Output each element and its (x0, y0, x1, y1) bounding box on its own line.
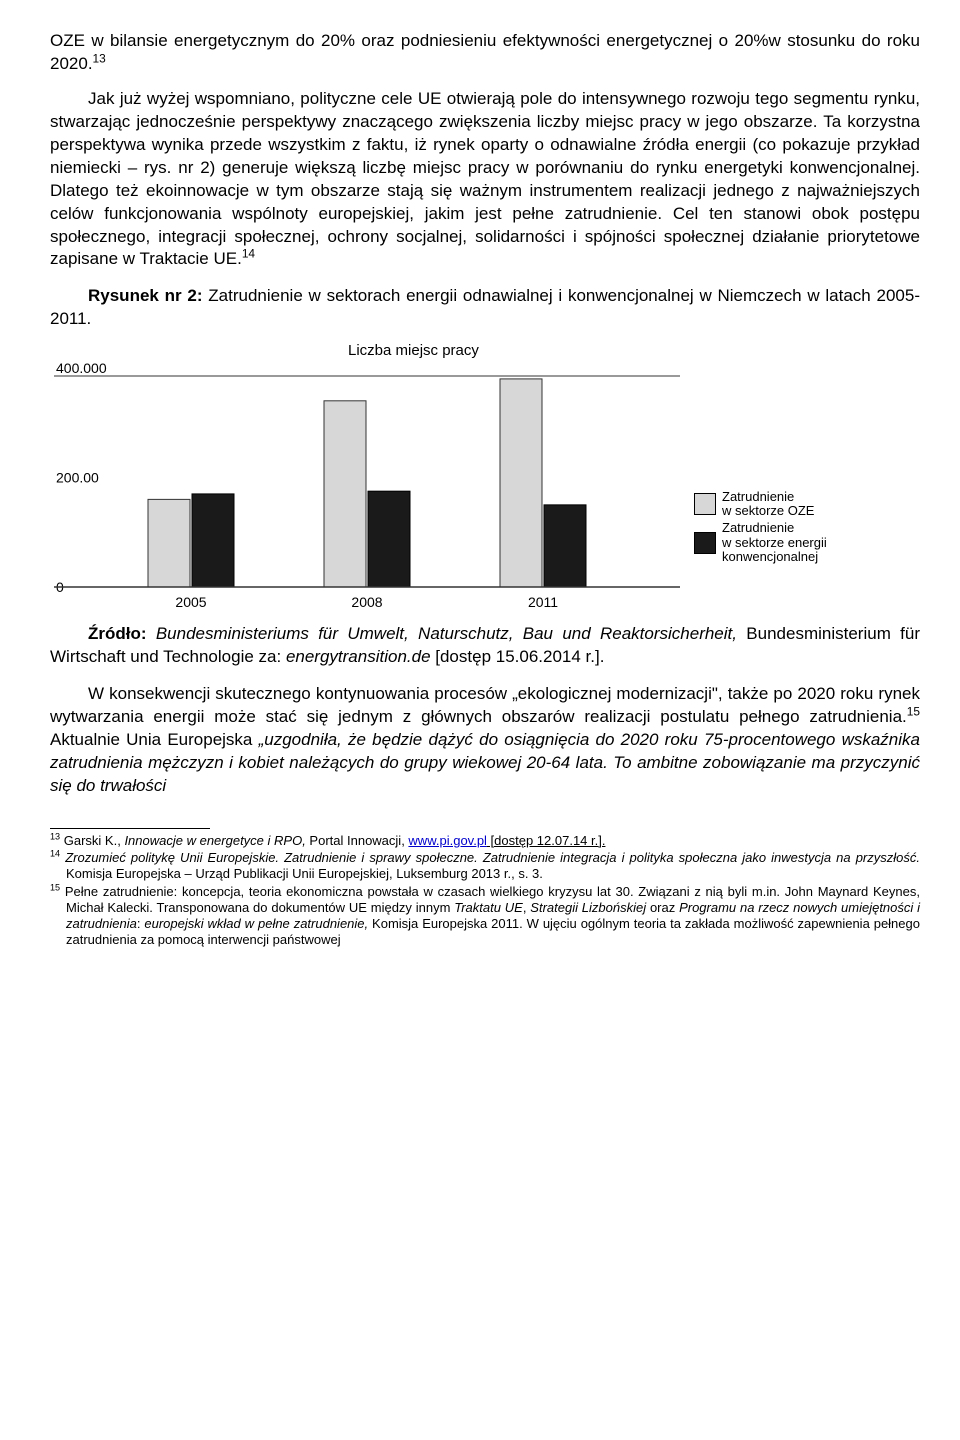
text: [dostęp 12.07.14 r.]. (487, 833, 606, 848)
text: Portal Innowacji, (306, 833, 409, 848)
footnote-ref-14: 14 (242, 247, 255, 261)
bar-chart-svg: 0200.00400.000Liczba miejsc pracy2005200… (50, 343, 690, 617)
footnote-14: 14 Zrozumieć politykę Unii Europejskie. … (50, 850, 920, 883)
footnote-link[interactable]: www.pi.gov.pl (408, 833, 487, 848)
figure-label: Rysunek nr 2: (88, 286, 203, 305)
svg-text:Liczba miejsc pracy: Liczba miejsc pracy (348, 343, 479, 359)
legend-label: Zatrudnieniew sektorze energiikonwencjon… (722, 521, 827, 564)
text: oraz (646, 900, 679, 915)
footnotes: 13 Garski K., Innowacje w energetyce i R… (50, 833, 920, 949)
legend-swatch (694, 493, 716, 515)
text: W konsekwencji skutecznego kontynuowania… (50, 684, 920, 726)
legend-item: Zatrudnieniew sektorze energiikonwencjon… (694, 521, 827, 564)
figure-caption: Rysunek nr 2: Zatrudnienie w sektorach e… (50, 285, 920, 331)
paragraph-3: W konsekwencji skutecznego kontynuowania… (50, 683, 920, 798)
paragraph-2: Jak już wyżej wspomniano, polityczne cel… (50, 88, 920, 272)
legend-label: Zatrudnieniew sektorze OZE (722, 490, 814, 519)
svg-text:2008: 2008 (351, 594, 382, 610)
svg-text:2011: 2011 (528, 594, 558, 610)
footnote-separator (50, 828, 210, 829)
text: OZE w bilansie energetycznym do 20% oraz… (50, 31, 920, 73)
legend-swatch (694, 532, 716, 554)
text: Zrozumieć politykę Unii Europejskie. Zat… (65, 850, 920, 865)
text: [dostęp 15.06.2014 r.]. (431, 647, 605, 666)
text: energytransition.de (286, 647, 431, 666)
legend-item: Zatrudnieniew sektorze OZE (694, 490, 827, 519)
paragraph-1: OZE w bilansie energetycznym do 20% oraz… (50, 30, 920, 76)
svg-text:400.000: 400.000 (56, 360, 107, 376)
svg-text:200.00: 200.00 (56, 470, 99, 486)
source-label: Źródło: (88, 624, 147, 643)
text: Aktualnie Unia Europejska (50, 730, 259, 749)
footnote-15: 15 Pełne zatrudnienie: koncepcja, teoria… (50, 884, 920, 949)
text: Strategii Lizbońskiej (530, 900, 646, 915)
footnote-13: 13 Garski K., Innowacje w energetyce i R… (50, 833, 920, 849)
text: europejski wkład w pełne zatrudnienie, (144, 916, 368, 931)
text: Traktatu UE (454, 900, 523, 915)
text: Garski K., (64, 833, 125, 848)
figure-2-chart: 0200.00400.000Liczba miejsc pracy2005200… (50, 343, 920, 617)
text: Komisja Europejska – Urząd Publikacji Un… (66, 866, 543, 881)
chart-legend: Zatrudnieniew sektorze OZEZatrudnieniew … (694, 487, 827, 617)
svg-text:2005: 2005 (175, 594, 206, 610)
text: Innowacje w energetyce i RPO, (124, 833, 305, 848)
footnote-ref-15: 15 (907, 704, 920, 718)
text: Jak już wyżej wspomniano, polityczne cel… (50, 89, 920, 269)
text: Bundesministeriums für Umwelt, Naturschu… (147, 624, 747, 643)
figure-source: Źródło: Bundesministeriums für Umwelt, N… (50, 623, 920, 669)
footnote-ref-13: 13 (93, 51, 106, 65)
